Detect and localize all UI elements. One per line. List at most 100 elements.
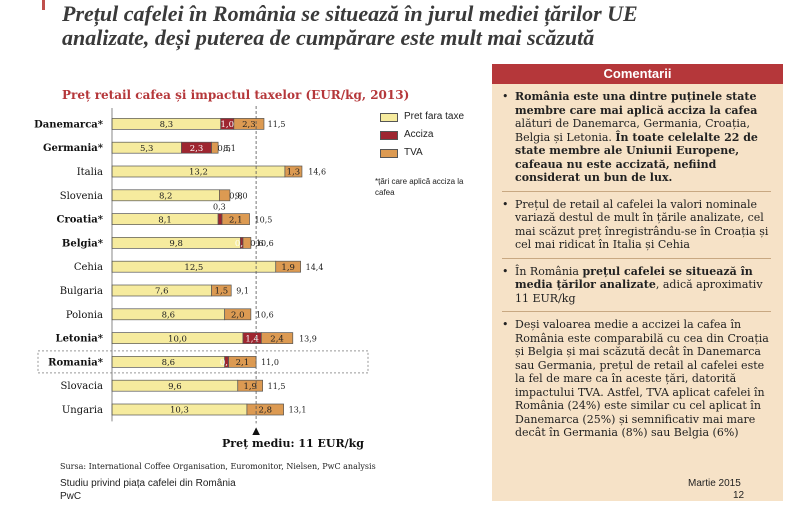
bar-total-label: 13,9 [299,334,317,343]
comments-list: • România este una dintre puținele state… [492,84,783,440]
comment-text: prețul cafelei se situează în media țări… [515,264,753,292]
country-label: Ungaria [62,405,103,416]
bullet-icon: • [502,264,509,278]
chart-title: Preț retail cafea și impactul taxelor (E… [62,88,410,102]
bar-total-label: 9,0 [235,192,248,201]
bar-segment-vat [219,189,231,202]
comment-text: Deși valoarea medie a accizei la cafea î… [515,318,769,439]
country-label: Danemarca* [34,119,104,130]
comment-text: În România [515,264,583,278]
legend-item-vat: TVA [375,146,485,164]
country-label: Belgia* [62,238,104,249]
bar-segment-vat [242,237,252,249]
bar-value-vat: 1,9 [281,263,295,273]
bar-value-vat: 1,9 [243,382,257,392]
bar-value-vat: 0,5 [217,144,231,154]
comment-text: , adică aproximativ 11 EUR/kg [515,278,763,305]
comment-text: În toate celelalte 22 de state membre al… [515,130,758,185]
legend-item-base: Pret fara taxe [375,110,485,128]
bar-segment-vat [260,332,294,344]
footer-company: PwC [60,491,82,502]
bar-segment-vat [237,379,263,392]
comments-panel: Comentarii • România este una dintre puț… [492,64,783,501]
page-number: 12 [733,490,745,501]
bar-value-vat: 2,0 [231,311,245,321]
comments-header: Comentarii [492,64,783,84]
bar-value-vat: 1,5 [215,287,229,297]
bar-total-label: 9,1 [236,287,249,296]
bar-value-excise: 1,4 [245,334,259,344]
bar-value-base: 9,8 [169,239,183,249]
country-label: Slovacia [61,381,103,392]
bar-value-base: 7,6 [155,287,169,297]
comment-item-excise: • România este una dintre puținele state… [502,90,771,192]
source-note: Sursa: International Coffee Organisation… [60,462,376,471]
bar-value-base: 8,2 [159,192,173,202]
bar-value-excise: 2,3 [190,144,204,154]
bar-value-vat: 1,3 [287,168,301,178]
country-label: Bulgaria [60,286,103,297]
bar-value-vat: 0,8 [229,192,243,202]
bar-value-excise: 1,0 [221,120,235,130]
bar-segment-excise [217,213,223,225]
bullet-icon: • [502,318,509,331]
bar-total-label: 8,1 [223,144,236,153]
legend: Pret fara taxe Acciza TVA [375,110,485,164]
legend-label-excise: Acciza [404,129,434,140]
comment-item-romania-average: • În România prețul cafelei se situează … [502,264,771,312]
bar-value-vat: 2,1 [229,215,243,225]
bar-value-vat: 2,4 [270,334,284,344]
country-label: Croatia* [56,215,103,226]
excise-footnote: *țări care aplică acciza la cafea [375,177,464,197]
bar-value-vat: 2,3 [242,120,256,130]
bar-segment-vat [246,403,284,416]
bar-segment-vat [233,118,265,130]
bar-value-base: 8,6 [162,311,176,321]
bar-value-base: 8,6 [162,358,176,368]
comment-text: Prețul de retail al cafelei la valori no… [515,197,769,252]
country-label: Germania* [43,143,104,154]
accent-mark [42,0,45,10]
country-label: Slovenia [60,191,103,202]
bar-total-label: 10,6 [256,311,274,320]
legend-swatch-base [380,113,398,122]
country-label: Romania* [48,357,104,368]
bar-value-base: 9,6 [168,382,182,392]
country-label: Letonia* [56,334,104,345]
legend-label-base: Pret fara taxe [404,111,465,122]
page-title: Prețul cafelei în România se situează în… [62,1,638,50]
comment-text: România este una dintre puținele state m… [515,90,758,117]
bar-total-label: 10,6 [256,239,274,248]
footer-date: Martie 2015 [688,478,741,489]
bar-segment-vat [224,308,252,321]
bullet-icon: • [502,197,509,211]
chart-svg: Danemarca* 8,3 1,0 2,3 11,5 Germania* 5,3 2,3 0,… [34,106,369,435]
comment-item-vat: • Deși valoarea medie a accizei la cafea… [502,318,771,440]
bar-segment-vat [211,141,219,154]
bar-extra-label: 0,3 [213,202,226,211]
bar-value-excise: 0,2 [235,239,249,249]
highlight-box-romania [37,350,369,374]
bar-total-label: 10,5 [255,215,273,224]
bar-total-label: 11,5 [268,382,286,391]
average-marker-icon [252,427,260,435]
comment-text: alături de Danemarca, Germania, Croația,… [515,117,750,144]
country-label: Polonia [66,310,103,321]
legend-swatch-vat [380,149,398,158]
bar-total-label: 14,4 [306,263,324,272]
country-label: Cehia [74,262,103,273]
bar-total-label: 14,6 [308,168,326,177]
bar-total-label: 11,5 [268,120,286,129]
bar-value-vat: 2,8 [259,406,273,416]
average-price-label: Preț mediu: 11 EUR/kg [222,437,364,450]
bar-segment-vat [284,165,303,178]
bar-value-base: 8,3 [160,120,174,130]
bar-segment-vat [221,213,250,225]
bullet-icon: • [502,90,509,103]
bar-segment-vat [275,260,301,273]
bar-value-base: 13,2 [189,168,208,178]
bar-total-label: 13,1 [289,406,307,415]
legend-item-excise: Acciza [375,128,485,146]
country-label: Italia [77,167,103,178]
bar-value-base: 12,5 [184,263,203,273]
